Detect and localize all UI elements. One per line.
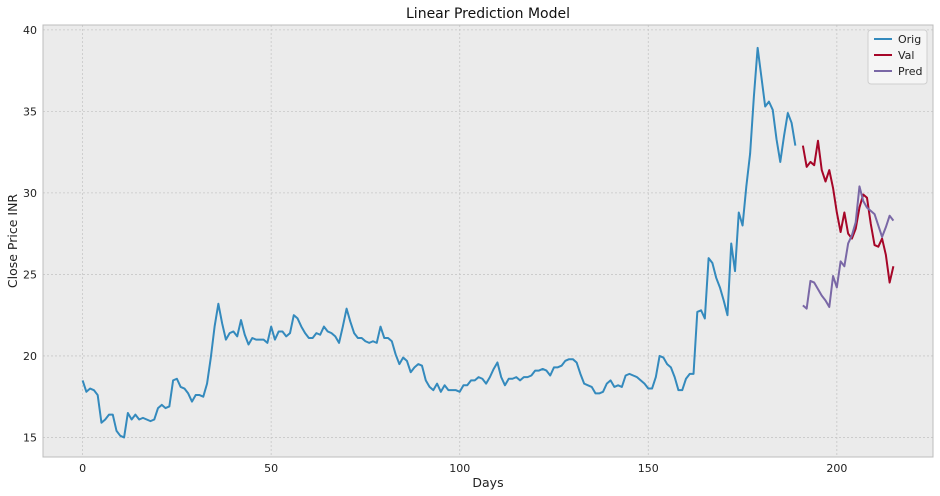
y-tick-label: 35 [23, 105, 37, 118]
y-tick-label: 15 [23, 431, 37, 444]
series-line-pred [802, 185, 895, 310]
x-tick-label: 150 [638, 462, 659, 475]
y-tick-label: 40 [23, 24, 37, 37]
x-tick-label: 200 [826, 462, 847, 475]
legend-label: Pred [898, 65, 922, 78]
series-line-val [801, 139, 895, 284]
legend-label: Val [898, 49, 914, 62]
x-tick-label: 0 [79, 462, 86, 475]
y-axis-label: Close Price INR [5, 194, 20, 289]
x-tick-label: 100 [449, 462, 470, 475]
plot-background [43, 25, 933, 457]
grid-lines [43, 25, 933, 457]
x-tick-label: 50 [264, 462, 278, 475]
series-line-orig [81, 46, 797, 439]
y-tick-label: 30 [23, 187, 37, 200]
series-layer [81, 46, 895, 439]
chart-title: Linear Prediction Model [406, 6, 570, 22]
legend: Orig Val Pred [867, 29, 928, 85]
y-tick-label: 20 [23, 350, 37, 363]
plot-frame [42, 24, 934, 458]
x-axis-label: Days [472, 475, 503, 490]
y-tick-label: 25 [23, 268, 37, 281]
legend-label: Orig [898, 33, 921, 46]
tick-labels: 0 50 100 150 200 15 20 25 30 35 40 [23, 24, 847, 475]
